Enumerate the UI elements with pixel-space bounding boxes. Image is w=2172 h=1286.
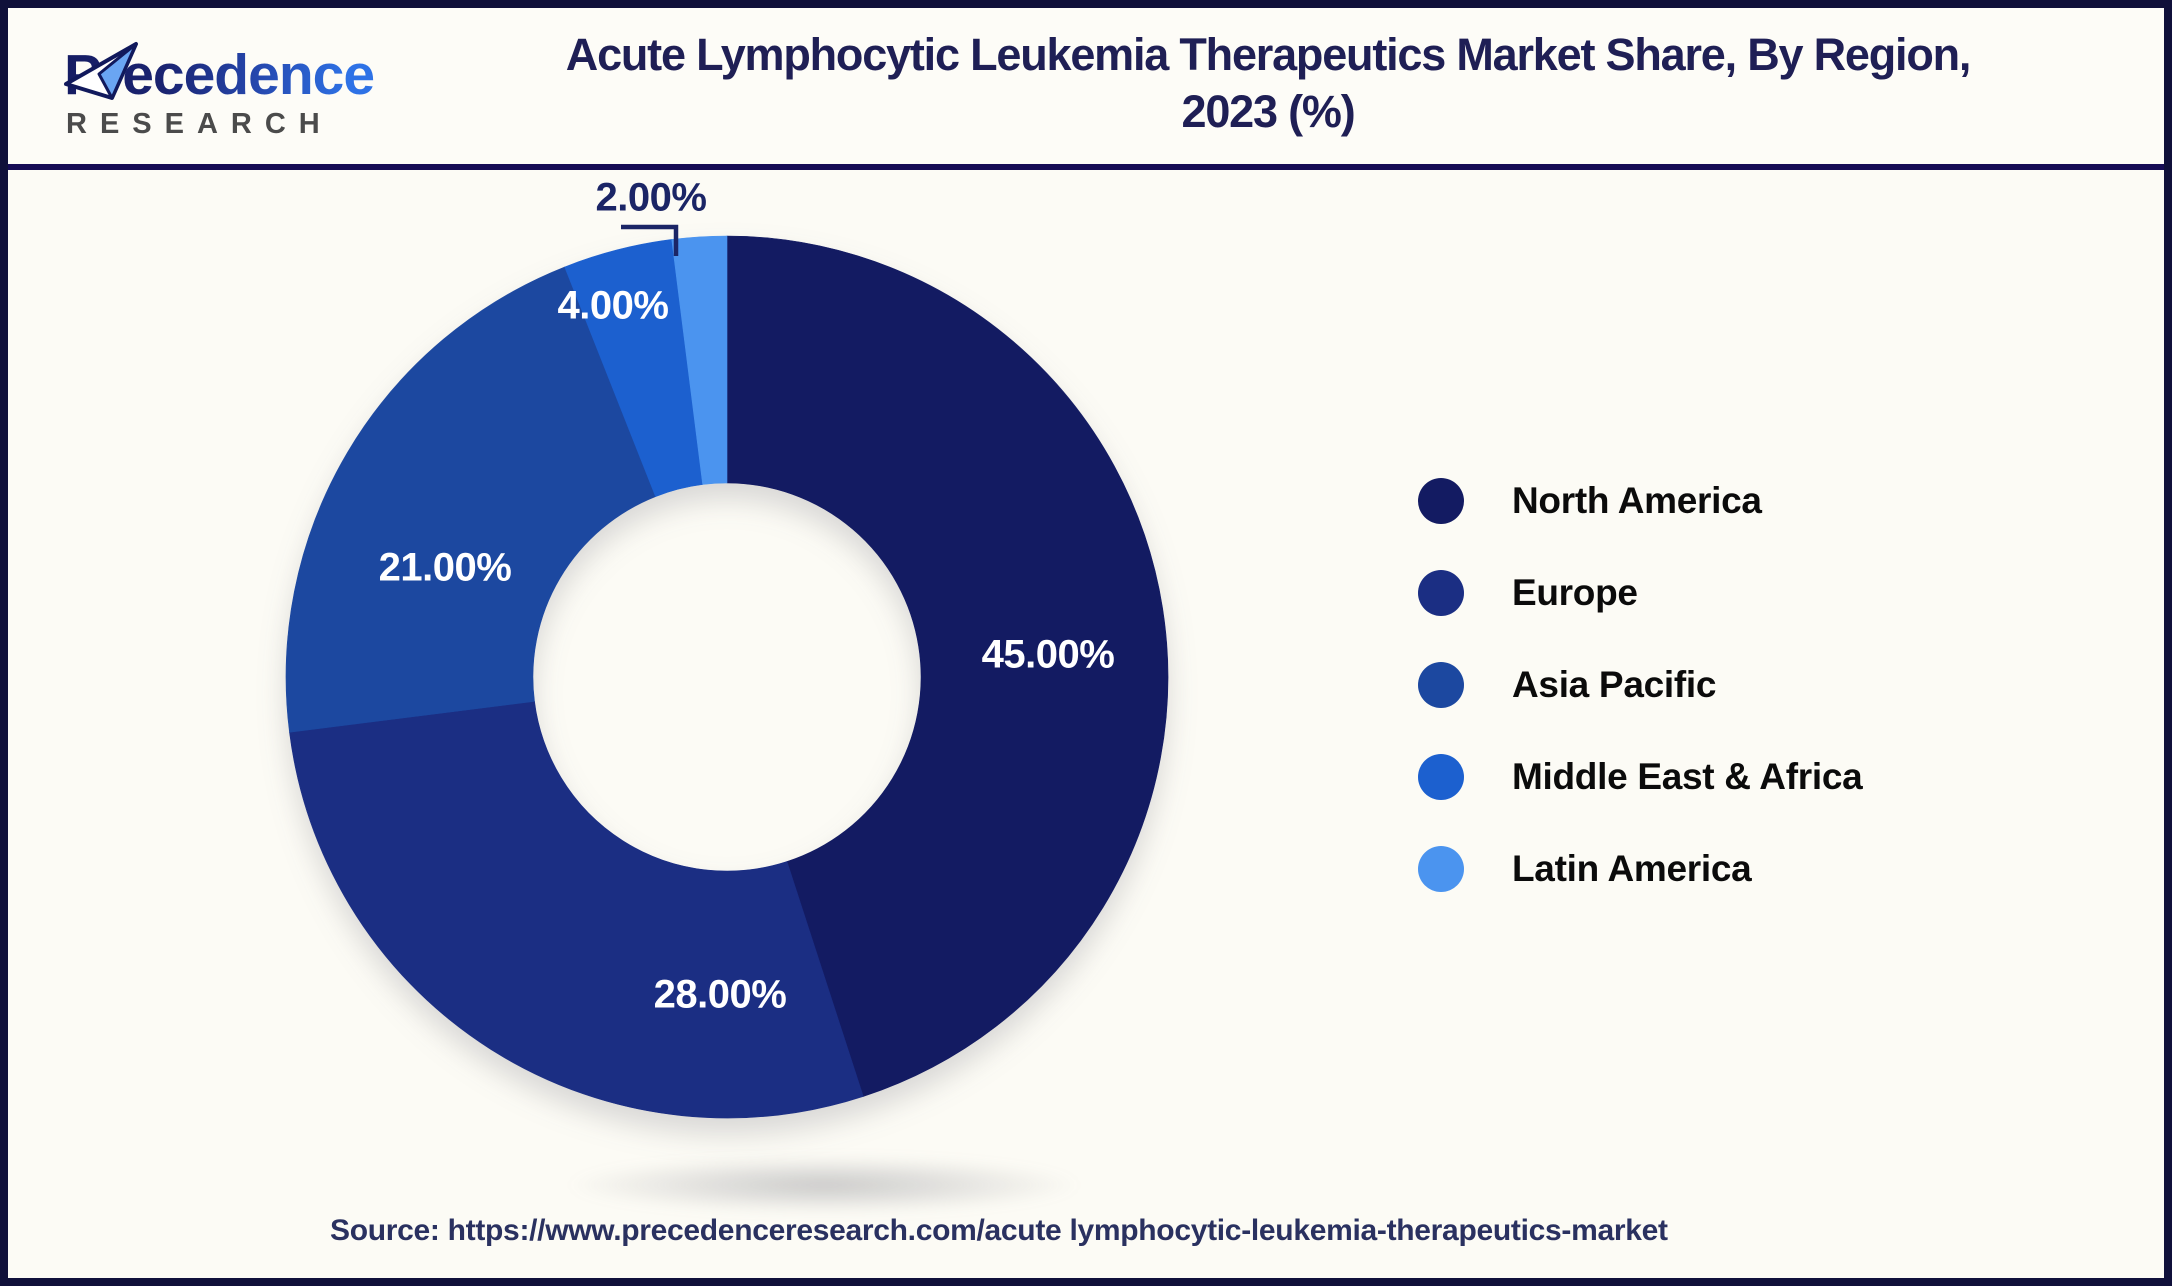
slice-label-middle-east-africa: 4.00% bbox=[557, 283, 669, 328]
header-divider bbox=[8, 164, 2164, 170]
legend-item: Asia Pacific bbox=[1418, 662, 1862, 708]
legend-item: Middle East & Africa bbox=[1418, 754, 1863, 800]
legend-label: Latin America bbox=[1512, 848, 1752, 889]
brand-subtitle: RESEARCH bbox=[66, 108, 333, 140]
legend-swatch-asia-pacific bbox=[1418, 662, 1464, 708]
legend-swatch-latin-america bbox=[1418, 846, 1464, 892]
legend-swatch-europe bbox=[1418, 570, 1464, 616]
slice-label-asia-pacific: 21.00% bbox=[378, 545, 512, 590]
pie-slice-asia-pacific bbox=[285, 266, 656, 733]
legend-label: Middle East & Africa bbox=[1512, 756, 1863, 797]
chart-title-line2: 2023 (%) bbox=[1181, 86, 1356, 137]
slice-label-north-america: 45.00% bbox=[981, 632, 1115, 677]
source-citation: Source: https://www.precedenceresearch.c… bbox=[330, 1214, 1668, 1247]
legend-label: Asia Pacific bbox=[1512, 664, 1717, 705]
legend-label: North America bbox=[1512, 480, 1762, 521]
legend-item: Europe bbox=[1418, 570, 1862, 616]
donut-chart bbox=[285, 235, 1169, 1119]
legend-item: Latin America bbox=[1418, 846, 1862, 892]
paper-plane-icon bbox=[64, 42, 138, 100]
slice-label-latin-america: 2.00% bbox=[595, 175, 707, 220]
pie-slice-europe bbox=[289, 700, 864, 1119]
legend-item: North America bbox=[1418, 478, 1862, 524]
legend-swatch-middle-east-africa bbox=[1418, 754, 1464, 800]
donut-shadow bbox=[564, 1156, 1084, 1214]
legend-label: Europe bbox=[1512, 572, 1638, 613]
chart-title-line1: Acute Lymphocytic Leukemia Therapeutics … bbox=[565, 29, 1972, 80]
leader-line bbox=[621, 224, 679, 256]
slice-label-europe: 28.00% bbox=[653, 972, 787, 1017]
chart-title: Acute Lymphocytic Leukemia Therapeutics … bbox=[428, 26, 2108, 140]
legend-swatch-north-america bbox=[1418, 478, 1464, 524]
header: Precedence RESEARCH Acute Lymphocytic Le… bbox=[8, 8, 2164, 164]
pie-slice-latin-america bbox=[671, 235, 728, 485]
pie-slice-north-america bbox=[726, 235, 1169, 1097]
brand-logo: Precedence RESEARCH bbox=[64, 34, 404, 144]
legend: North America Europe Asia Pacific Middle… bbox=[1418, 478, 1863, 938]
